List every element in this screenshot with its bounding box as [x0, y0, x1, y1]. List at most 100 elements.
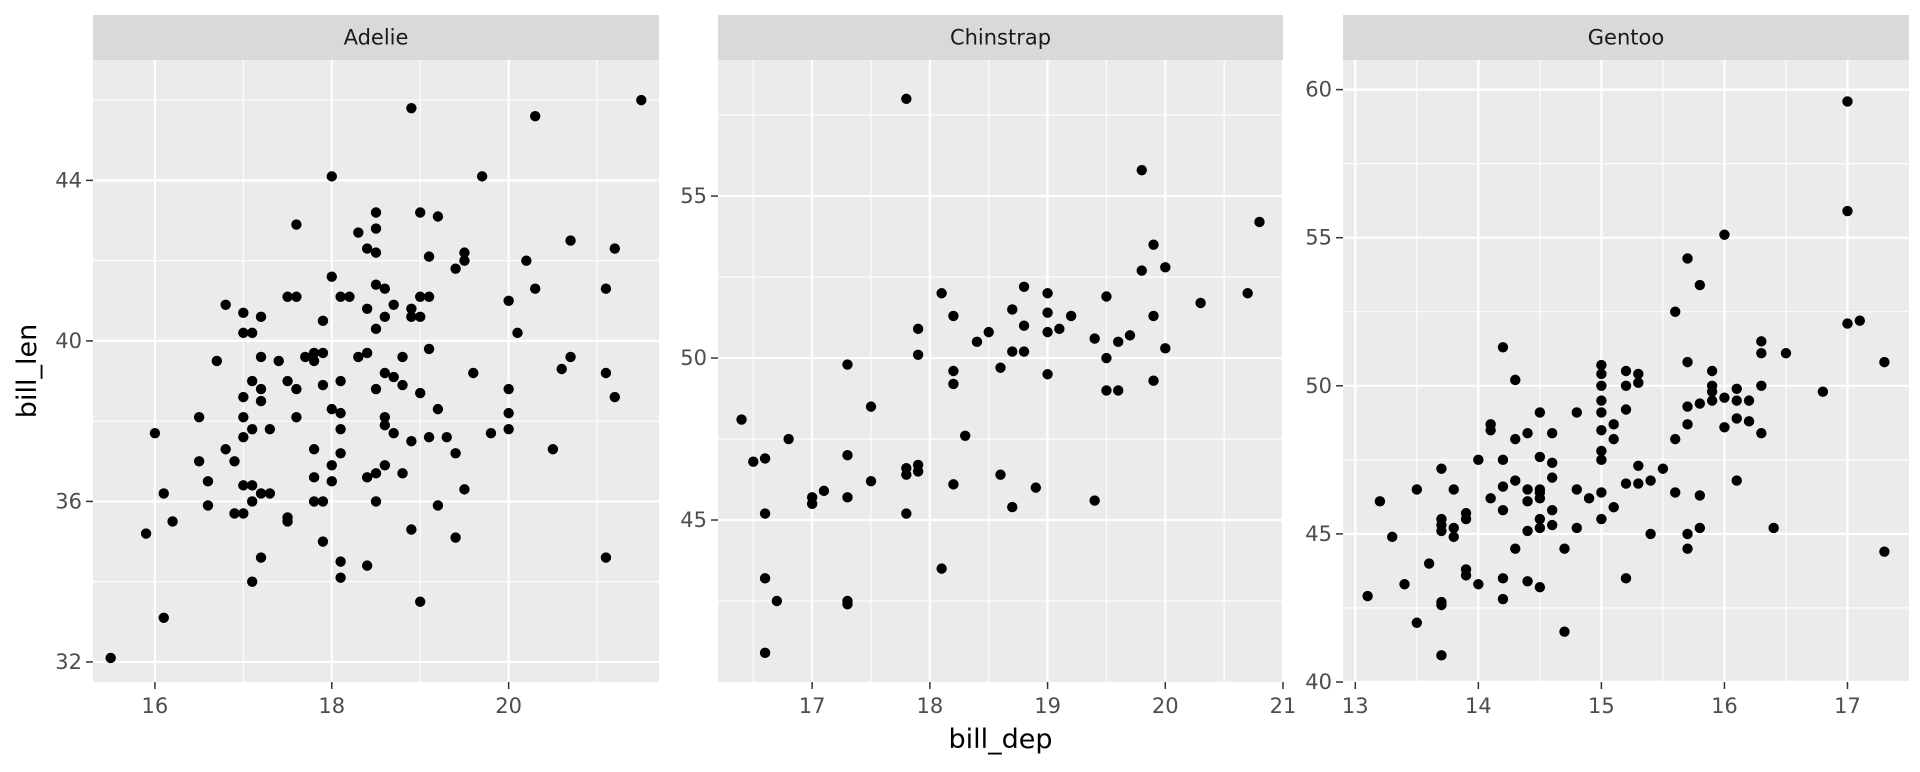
data-point	[609, 391, 620, 403]
data-point	[1030, 482, 1042, 493]
data-point	[361, 347, 373, 359]
data-point	[406, 102, 417, 114]
data-point	[379, 367, 391, 379]
data-point	[1007, 346, 1018, 357]
data-point	[842, 595, 853, 607]
data-point	[1620, 573, 1632, 584]
data-point	[229, 508, 240, 519]
y-axis-title: bill_len	[12, 324, 43, 418]
data-point	[335, 375, 346, 387]
data-point	[1633, 368, 1644, 380]
data-point	[1596, 425, 1607, 436]
data-point	[450, 263, 461, 274]
data-point	[1546, 505, 1558, 516]
data-point	[370, 383, 382, 395]
data-point	[759, 573, 771, 584]
data-point	[468, 367, 479, 379]
data-point	[415, 207, 426, 218]
data-point	[1842, 318, 1853, 329]
data-point	[1596, 380, 1607, 392]
data-point	[432, 403, 444, 415]
data-point	[255, 552, 267, 563]
data-point	[1007, 304, 1018, 315]
data-point	[1694, 279, 1706, 291]
x-tick-label: 18	[917, 694, 944, 718]
data-point	[1460, 564, 1472, 575]
data-point	[1387, 531, 1398, 543]
data-point	[736, 414, 747, 425]
data-point	[1670, 487, 1681, 498]
data-point	[912, 323, 924, 335]
data-point	[1089, 333, 1100, 344]
data-point	[1124, 330, 1136, 341]
data-point	[246, 576, 258, 587]
data-point	[1682, 543, 1693, 554]
data-point	[1768, 522, 1779, 534]
data-point	[512, 327, 523, 339]
data-point	[1113, 385, 1124, 396]
y-tick-label: 50	[1305, 374, 1332, 398]
x-tick-label: 19	[1034, 694, 1061, 718]
data-point	[600, 283, 612, 294]
data-point	[1522, 525, 1533, 537]
data-point	[759, 453, 771, 464]
data-point	[273, 355, 284, 367]
data-point	[370, 468, 382, 479]
y-tick-label: 55	[1305, 226, 1332, 250]
data-point	[1522, 576, 1533, 587]
x-tick-label: 15	[1588, 694, 1615, 718]
data-point	[1473, 579, 1484, 590]
data-point	[783, 433, 794, 445]
data-point	[450, 448, 461, 459]
data-point	[565, 235, 576, 246]
data-point	[379, 460, 391, 471]
data-point	[1101, 291, 1112, 302]
data-point	[238, 480, 249, 491]
data-point	[1620, 404, 1632, 415]
data-point	[842, 450, 853, 461]
y-tick-label: 40	[55, 329, 82, 353]
data-point	[1510, 475, 1521, 486]
data-point	[1645, 528, 1656, 540]
data-point	[1448, 531, 1459, 543]
data-point	[1018, 320, 1030, 331]
data-point	[1879, 546, 1890, 557]
data-point	[1065, 310, 1077, 322]
data-point	[415, 311, 426, 323]
data-point	[255, 395, 267, 407]
y-tick-label: 50	[680, 346, 707, 370]
data-point	[476, 171, 488, 182]
data-point	[282, 291, 293, 302]
data-point	[1706, 395, 1718, 406]
data-point	[1694, 490, 1706, 501]
data-point	[246, 375, 258, 387]
data-point	[193, 456, 205, 467]
data-point	[1485, 419, 1496, 430]
data-point	[1436, 650, 1447, 661]
data-point	[308, 496, 320, 507]
data-point	[229, 456, 240, 467]
data-point	[1620, 365, 1632, 377]
data-point	[1007, 501, 1018, 513]
data-point	[1436, 596, 1447, 608]
data-point	[335, 423, 346, 435]
data-point	[1559, 543, 1570, 554]
data-point	[397, 379, 408, 391]
data-point	[1485, 493, 1496, 504]
data-point	[1596, 445, 1607, 457]
data-point	[1436, 513, 1447, 525]
data-point	[1682, 401, 1693, 412]
data-point	[264, 423, 276, 435]
data-point	[282, 512, 293, 523]
x-tick-label: 20	[1152, 694, 1179, 718]
data-point	[1399, 579, 1410, 590]
data-point	[771, 595, 783, 607]
data-point	[485, 428, 497, 439]
y-tick-label: 36	[55, 489, 82, 513]
data-point	[326, 171, 337, 182]
data-point	[397, 351, 408, 363]
data-point	[1756, 428, 1767, 439]
data-point	[1018, 346, 1030, 357]
y-tick-label: 32	[55, 650, 82, 674]
data-point	[1497, 481, 1509, 492]
